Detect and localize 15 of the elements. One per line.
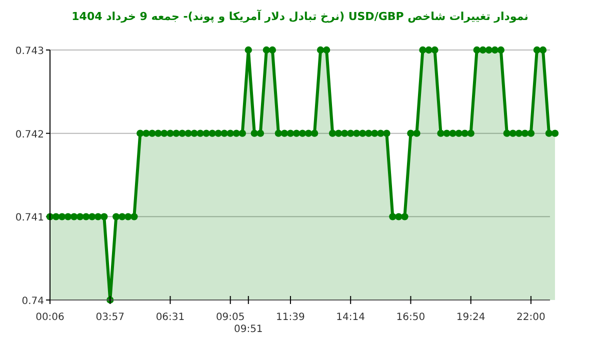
x-tick-label: 14:14 [336,312,366,323]
y-tick-label: 0.743 [15,46,44,57]
x-tick-label: 22:00 [516,312,546,323]
x-tick-label: 09:51 [234,324,263,335]
y-tick-label: 0.742 [15,129,44,140]
x-tick-label: 03:57 [96,312,125,323]
x-tick-label: 19:24 [456,312,486,323]
chart-title: نمودار تغییرات شاخص USD/GBP (نرخ تبادل دلار آمریکا و پوند)- جمعه 9 خرداد 1404 [72,9,528,23]
x-tick-label: 06:31 [156,312,185,323]
x-tick-label: 09:05 [216,312,245,323]
x-tick-label: 16:50 [396,312,426,323]
y-tick-label: 0.741 [15,212,44,224]
y-tick-label: 0.74 [22,296,44,307]
x-tick-label: 00:06 [36,312,64,323]
x-tick-label: 11:39 [276,312,305,323]
